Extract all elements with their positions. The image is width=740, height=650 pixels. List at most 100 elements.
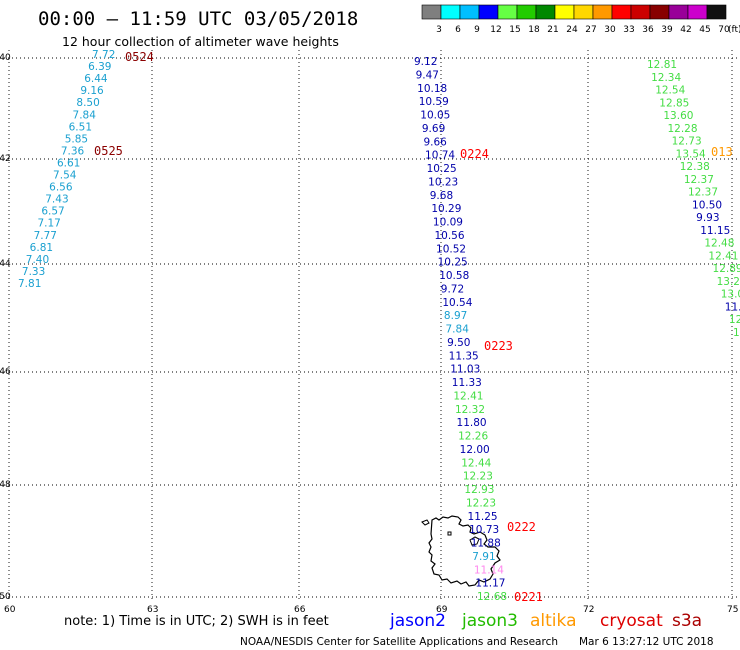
page-title: 00:00 – 11:59 UTC 03/05/2018 [38,8,358,30]
page-subtitle: 12 hour collection of altimeter wave hei… [62,34,339,49]
swh-value: 11.15 [700,225,730,237]
footer-note: note: 1) Time is in UTC; 2) SWH is in fe… [64,614,329,629]
legend-swatch [630,4,651,20]
latitude-label: -44 [0,259,11,269]
satellite-legend: jason2 jason3 altika cryosat s3a [389,611,702,631]
swh-value: 12.48 [704,238,734,250]
legend-label: 9 [474,25,480,35]
swh-value: 10.56 [434,230,464,242]
swh-value: 12.41 [453,390,483,402]
legend-label: 12 [490,25,501,35]
legend-swatch [649,4,670,20]
legend-label: 30 [604,25,616,35]
swh-value: 11.25 [468,511,498,523]
track-jason2-center: 9.129.4710.1810.5910.059.699.6610.7410.2… [414,56,507,603]
swh-value: 7.33 [22,266,45,278]
swh-value: 10.29 [431,203,461,215]
swh-value: 11.88 [471,538,501,550]
swh-value: 13.54 [676,148,706,160]
swh-value: 10.50 [692,199,722,211]
swh-value: 7.84 [446,324,470,336]
legend-swatch [706,4,727,20]
legend-swatch [592,4,613,20]
legend-swatch [516,4,537,20]
legend-swatch [554,4,575,20]
swh-value: 12.37 [684,174,714,186]
swh-value: 12.85 [659,97,689,109]
swh-value: 11.17 [475,578,505,590]
pass-time-label: 0224 [460,147,489,161]
legend-swatch [611,4,632,20]
swh-value: 10.18 [417,83,447,95]
swh-value: 12.44 [461,457,491,469]
pass-time-label: 0524 [125,50,154,64]
legend-label: 33 [623,25,634,35]
satellite-name: jason3 [461,611,518,631]
legend-label: 45 [699,25,710,35]
swh-value: 13.60 [663,110,693,122]
pass-time-label: 0221 [514,590,543,604]
swh-value: 9.72 [441,283,464,295]
legend-label: 36 [642,25,654,35]
swh-value: 6.56 [49,182,73,194]
latitude-label: -42 [0,154,11,164]
swh-value: 9.16 [80,85,104,97]
swh-value: 13.27 [717,276,740,288]
track-jason3-right: 12.8112.3412.5412.8513.6012.2812.7313.54… [647,59,740,339]
swh-value: 6.51 [69,121,92,133]
legend-label: 6 [455,25,461,35]
legend-swatch [535,4,556,20]
swh-value: 12.38 [680,161,710,173]
swh-value: 7.36 [61,145,85,157]
swh-value: 12.54 [655,85,685,97]
satellite-name: altika [530,611,577,631]
swh-value: 8.50 [76,97,99,109]
swh-value: 7.77 [34,230,57,242]
swh-value: 12.93 [464,484,494,496]
swh-value: 12.89 [713,263,740,275]
legend-swatch [478,4,499,20]
swh-value: 12.37 [688,187,718,199]
swh-value: 6.61 [57,157,80,169]
swh-value: 8.97 [444,310,467,322]
swh-value: 12.23 [463,471,493,483]
latitude-label: -50 [0,592,11,602]
pass-time-label: 0223 [484,339,513,353]
legend-unit: (ft) [728,25,740,35]
swh-value: 9.66 [423,136,447,148]
swh-value: 12.34 [651,72,681,84]
swh-value: 10.25 [438,257,468,269]
pass-time-label: 013 [711,145,733,159]
legend-label: 70 [718,25,730,35]
longitude-label: 66 [294,605,306,615]
longitude-labels: 60 63 66 69 72 75 [4,605,738,615]
swh-value: 12.81 [647,59,677,71]
legend-swatch [668,4,689,20]
longitude-label: 63 [147,605,158,615]
swh-value: 12.28 [667,123,697,135]
swh-value: 11.14 [474,564,504,576]
swh-value: 7.54 [53,170,77,182]
swh-value: 9.12 [414,56,437,68]
swh-value: 12.73 [672,136,702,148]
latitude-labels: -40 -42 -44 -46 -48 -50 [0,53,11,602]
swh-value: 12.00 [460,444,490,456]
swh-value: 11.33 [452,377,482,389]
swh-value: 7.72 [92,49,115,61]
legend-swatch [687,4,708,20]
satellite-name: jason2 [389,611,446,631]
satellite-name: cryosat [600,611,663,631]
swh-value: 6.44 [84,73,108,85]
swh-value: 6.57 [41,206,64,218]
pass-time-label: 0222 [507,520,536,534]
swh-value: 12.26 [458,431,488,443]
swh-value: 6.81 [30,242,53,254]
swh-value: 10.58 [439,270,469,282]
swh-value: 10.59 [419,96,449,108]
longitude-label: 69 [436,605,448,615]
legend-swatch [573,4,594,20]
swh-value: 7.17 [37,218,60,230]
swh-value: 10.54 [442,297,472,309]
swh-value: 11. [725,301,740,313]
